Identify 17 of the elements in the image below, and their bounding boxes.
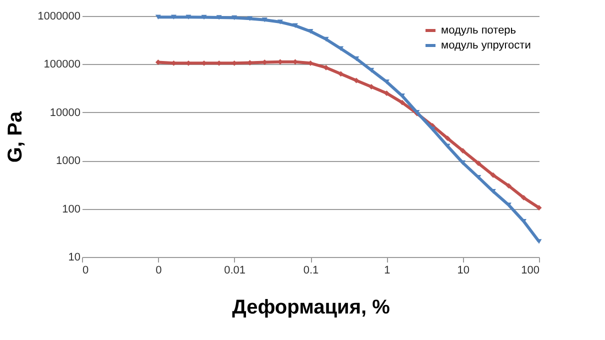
x-tick-label: 0 [156,264,162,276]
y-tick-label: 10000 [50,106,80,119]
x-tick-label: 0.1 [303,264,319,276]
x-axis-title: Деформация, % [232,296,390,318]
y-axis-title: G, Pa [4,110,27,163]
x-tick-label: 10 [457,264,470,276]
y-tick-label: 1000000 [38,10,80,22]
y-tick-label: 1000 [56,155,80,168]
x-tick-label: 1 [384,264,390,276]
legend-label: модуль упругости [441,40,531,52]
legend-label: модуль потерь [441,24,516,36]
x-tick-label: 0 [82,264,89,276]
y-tick-label: 10 [68,252,80,264]
x-tick-label: 0.01 [224,264,246,276]
y-tick-label: 100000 [44,58,80,71]
y-tick-label: 100 [62,203,80,216]
x-tick-label: 100 [521,264,540,276]
